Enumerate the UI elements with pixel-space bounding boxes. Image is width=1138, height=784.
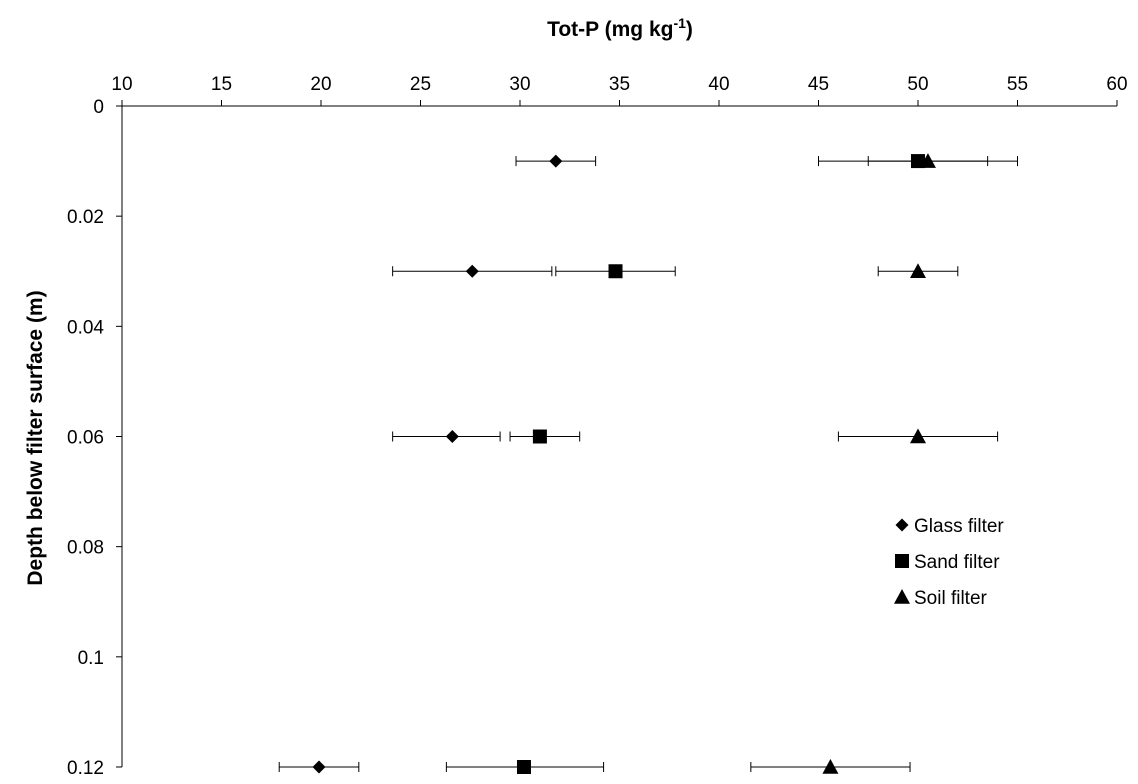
x-tick-label: 60	[1106, 74, 1127, 95]
x-tick-label: 25	[410, 74, 431, 95]
y-tick-label: 0.02	[67, 207, 104, 228]
legend-label-soil-filter: Soil filter	[914, 588, 988, 609]
data-point-glass-filter	[549, 154, 563, 168]
legend-label-sand-filter: Sand filter	[914, 552, 1000, 573]
x-tick-label: 10	[111, 74, 132, 95]
x-axis-title: Tot-P (mg kg-1)	[547, 15, 693, 41]
x-tick-label: 40	[708, 74, 729, 95]
x-tick-label: 50	[907, 74, 928, 95]
y-tick-label: 0.04	[67, 317, 104, 338]
x-axis-title-superscript: -1	[673, 15, 686, 31]
legend: Glass filter Sand filter Soil filter	[894, 516, 1004, 609]
y-tick-label: 0.06	[67, 428, 104, 449]
x-axis-title-suffix: )	[686, 18, 693, 41]
data-point-sand-filter	[516, 760, 531, 774]
data-point-soil-filter	[822, 759, 839, 774]
x-tick-label: 55	[1007, 74, 1028, 95]
x-axis-title-main: Tot-P (mg kg	[547, 18, 673, 41]
data-point-glass-filter	[445, 430, 459, 443]
x-tick-label: 15	[211, 74, 232, 95]
legend-marker-sand-filter	[895, 554, 909, 568]
data-point-sand-filter	[911, 154, 925, 169]
y-tick-label: 0	[93, 97, 104, 118]
x-tick-label: 30	[509, 74, 530, 95]
data-point-sand-filter	[532, 429, 547, 444]
y-tick-label: 0.08	[67, 538, 104, 559]
data-point-sand-filter	[608, 264, 623, 279]
data-point-soil-filter	[910, 263, 926, 279]
y-tick-label: 0.12	[67, 758, 104, 779]
legend-label-glass-filter: Glass filter	[914, 516, 1004, 537]
y-tick-label: 0.1	[78, 648, 104, 669]
x-tick-label: 45	[808, 74, 829, 95]
plot-area: 10 15 20 25 30 35 40 45 50 55 60 0 0.02 0.04 0.06 0.08 0…	[67, 74, 1128, 779]
x-tick-label: 20	[310, 74, 331, 95]
y-axis-title: Depth below filter surface (m)	[24, 290, 47, 585]
legend-marker-glass-filter	[895, 518, 909, 532]
data-point-glass-filter	[312, 760, 326, 774]
data-point-soil-filter	[919, 153, 936, 168]
x-tick-label: 35	[609, 74, 630, 95]
data-point-soil-filter	[910, 428, 926, 444]
legend-marker-soil-filter	[894, 589, 910, 604]
data-point-glass-filter	[465, 264, 479, 278]
